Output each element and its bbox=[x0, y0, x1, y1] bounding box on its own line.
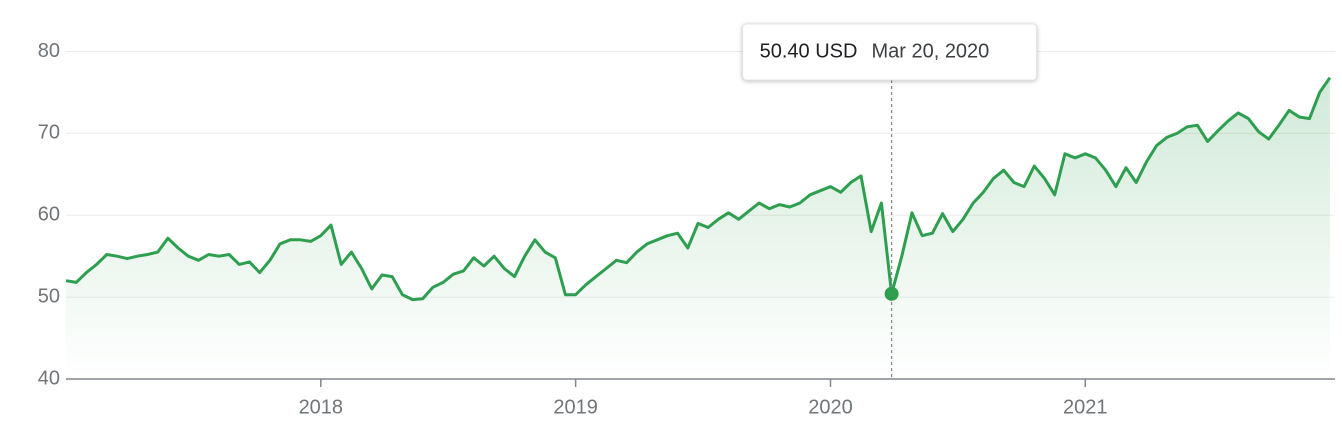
y-tick-label: 60 bbox=[38, 204, 60, 226]
area bbox=[66, 77, 1330, 379]
x-tick-label: 2019 bbox=[553, 396, 598, 418]
x-tick-label: 2021 bbox=[1063, 396, 1108, 418]
y-tick-label: 70 bbox=[38, 122, 60, 144]
tooltip-date: Mar 20, 2020 bbox=[871, 40, 989, 62]
y-tick-label: 50 bbox=[38, 285, 60, 307]
tooltip: 50.40 USD Mar 20, 2020 bbox=[742, 23, 1038, 81]
y-tick-label: 80 bbox=[38, 40, 60, 62]
hover-dot bbox=[884, 286, 899, 301]
tooltip-box bbox=[742, 23, 1038, 81]
y-tick-label: 40 bbox=[38, 367, 60, 389]
x-tick-label: 2020 bbox=[808, 396, 853, 418]
x-tick-label: 2018 bbox=[299, 396, 344, 418]
price-line bbox=[65, 76, 1332, 302]
tooltip-value: 50.40 USD bbox=[760, 40, 858, 62]
